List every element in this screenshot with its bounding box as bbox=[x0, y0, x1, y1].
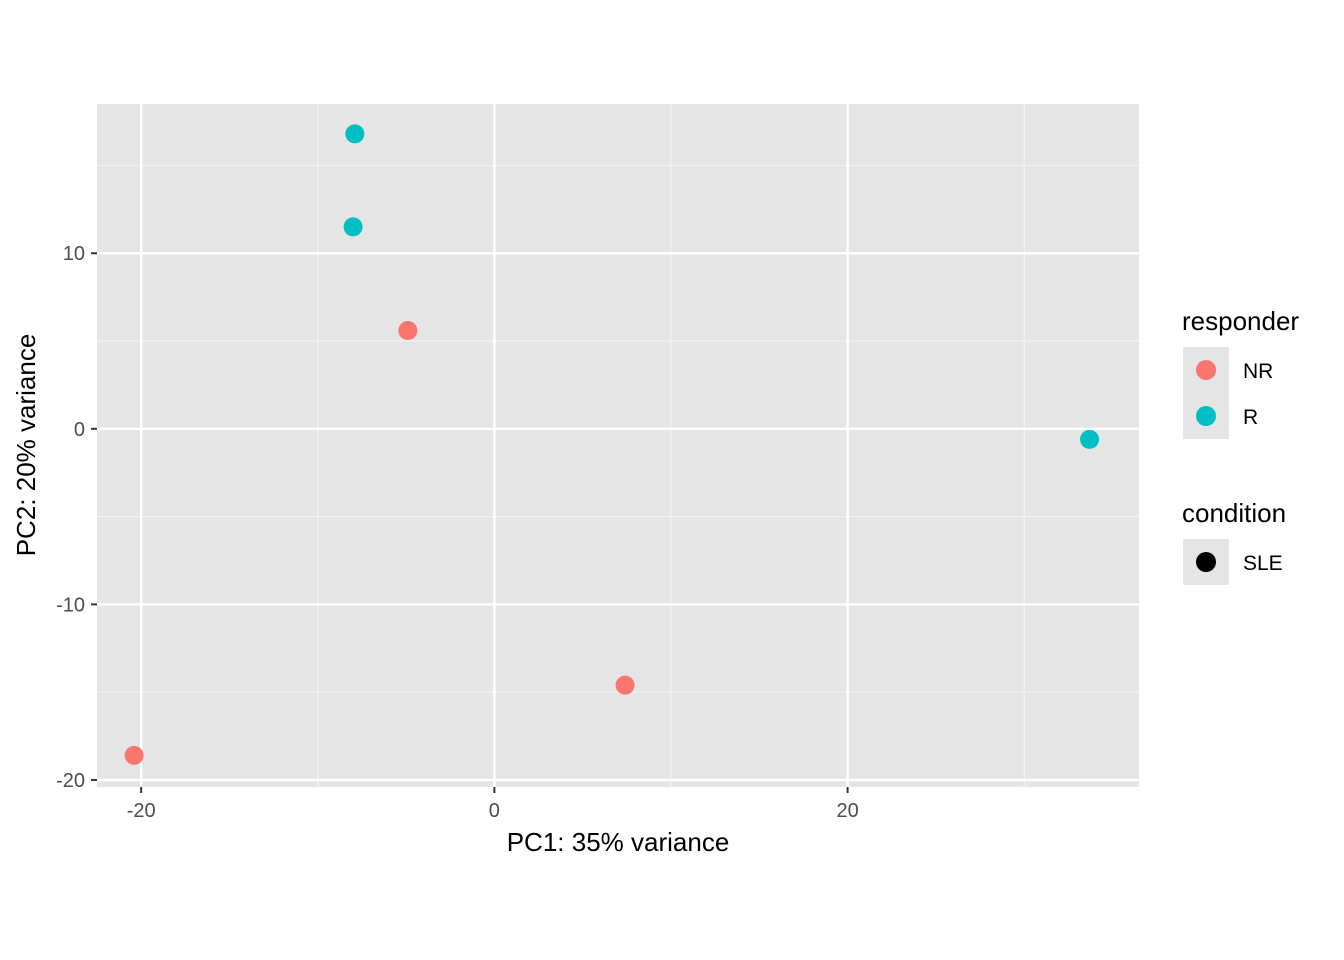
y-tick-label: -10 bbox=[56, 594, 85, 616]
legend-label-r: R bbox=[1243, 406, 1258, 429]
major-gridlines bbox=[97, 104, 1139, 787]
data-point-nr bbox=[124, 745, 144, 765]
legend-key-nr bbox=[1196, 360, 1216, 380]
legend-title-condition: condition bbox=[1182, 498, 1286, 528]
y-tick-label: 0 bbox=[74, 419, 85, 441]
legend-label-nr: NR bbox=[1243, 360, 1273, 383]
y-tick-label: 10 bbox=[63, 243, 85, 265]
legend-label-sle: SLE bbox=[1243, 552, 1283, 575]
data-points bbox=[124, 124, 1100, 765]
legend-key-sle bbox=[1196, 552, 1216, 572]
minor-gridlines bbox=[97, 104, 1139, 787]
x-tick-label: -20 bbox=[127, 800, 156, 822]
axis-ticks: -20 0 20 -20 -10 0 10 bbox=[56, 243, 859, 822]
legend-key-r bbox=[1196, 406, 1216, 426]
y-axis-title: PC2: 20% variance bbox=[11, 334, 41, 557]
legend-title-responder: responder bbox=[1182, 306, 1299, 336]
data-point-r bbox=[1080, 429, 1100, 449]
y-tick-label: -20 bbox=[56, 770, 85, 792]
x-tick-label: 0 bbox=[489, 800, 500, 822]
data-point-nr bbox=[615, 675, 635, 695]
legend: responder NR R condition SLE bbox=[1182, 306, 1299, 585]
data-point-nr bbox=[398, 320, 418, 340]
x-tick-label: 20 bbox=[836, 800, 858, 822]
x-axis-title: PC1: 35% variance bbox=[507, 827, 730, 857]
data-point-r bbox=[343, 217, 363, 237]
data-point-r bbox=[345, 124, 365, 144]
panel-background bbox=[97, 104, 1139, 787]
